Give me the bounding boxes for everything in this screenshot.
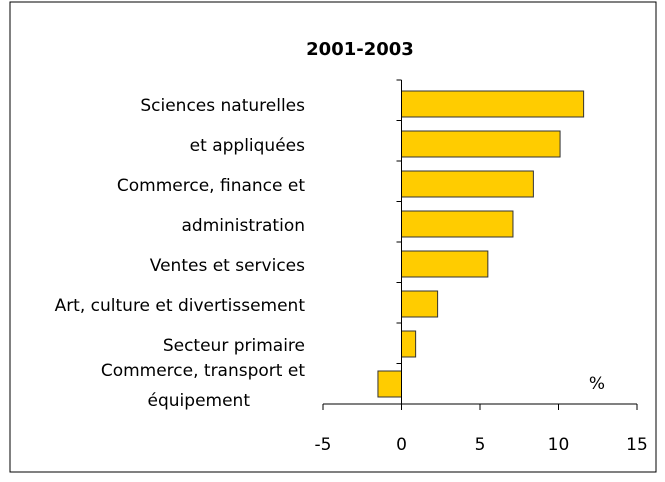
y-tick-label: Ventes et services <box>150 256 305 276</box>
y-tick-label: Commerce, transport et <box>101 361 305 381</box>
y-tick-label: et appliquées <box>190 136 305 156</box>
bar <box>401 170 534 198</box>
y-tick-label: Sciences naturelles <box>140 96 305 116</box>
unit-label: % <box>589 374 605 394</box>
bar <box>401 330 417 358</box>
bar <box>401 250 489 278</box>
bar <box>401 90 585 118</box>
y-tick-label: Secteur primaire <box>163 336 305 356</box>
x-tick-label: -5 <box>315 435 332 455</box>
y-tick-label: Commerce, finance et <box>117 176 305 196</box>
bar <box>401 130 561 158</box>
x-tick-label: 10 <box>548 435 570 455</box>
y-tick-label: Art, culture et divertissement <box>55 296 306 316</box>
bar <box>401 210 514 238</box>
chart-title: 2001-2003 <box>306 39 414 60</box>
x-tick-label: 5 <box>475 435 486 455</box>
y-tick-label: administration <box>182 216 305 236</box>
bar <box>377 370 403 398</box>
x-tick-label: 0 <box>396 435 407 455</box>
y-tick-label: équipement <box>148 391 251 411</box>
bar <box>401 290 439 318</box>
x-tick-label: 15 <box>626 435 648 455</box>
frame <box>9 1 657 473</box>
